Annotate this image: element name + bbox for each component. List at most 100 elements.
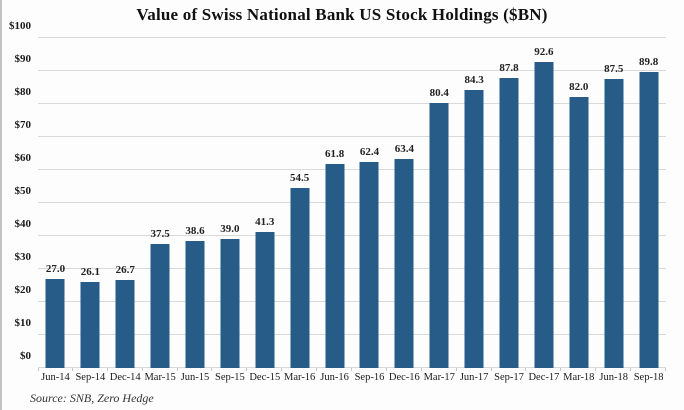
y-axis-tick-label: $80 (14, 86, 32, 98)
x-axis-tick-label: Mar-17 (423, 372, 455, 383)
bar-slot: 84.3 Jun-17 (457, 38, 492, 383)
bar-slot: 61.8 Jun-16 (317, 38, 353, 383)
x-axis-tick (176, 368, 178, 371)
gridline (38, 334, 666, 335)
x-axis-tick (281, 368, 283, 371)
bar (80, 281, 100, 368)
x-axis-tick-label: Sep-15 (215, 372, 245, 383)
bar (499, 78, 519, 368)
bar-value-label: 26.7 (115, 263, 135, 276)
bar-value-label: 87.5 (604, 63, 624, 76)
bar (255, 231, 275, 368)
gridline (38, 202, 666, 203)
bar (290, 188, 310, 368)
bar-value-label: 41.3 (255, 215, 275, 228)
bar-slot: 26.7 Dec-14 (108, 38, 143, 383)
x-axis-tick-label: Mar-18 (563, 372, 595, 383)
x-axis-tick (665, 368, 667, 371)
gridline (38, 37, 666, 38)
bar (45, 278, 65, 368)
x-axis-tick (525, 368, 527, 371)
gridline (38, 70, 666, 71)
bar-value-label: 87.8 (499, 62, 519, 75)
bar-value-label: 61.8 (324, 148, 345, 161)
bar-slot: 39.0 Sep-15 (212, 38, 248, 383)
y-axis-tick-label: $70 (14, 119, 32, 131)
x-axis-tick (316, 368, 318, 371)
x-axis-tick-label: Mar-16 (284, 372, 316, 383)
x-axis-tick (630, 368, 632, 371)
y-axis-tick-label: $0 (20, 350, 31, 362)
y-axis-tick-label: $40 (14, 218, 32, 230)
gridline (38, 235, 666, 236)
bar (220, 239, 240, 368)
x-axis-tick (595, 368, 597, 371)
x-axis-tick-label: Jun-15 (180, 372, 210, 383)
x-axis-tick-label: Jun-18 (599, 372, 628, 383)
gridline (38, 169, 666, 170)
bar-slot: 41.3 Dec-15 (247, 38, 283, 383)
gridline (38, 103, 666, 104)
x-axis-tick (71, 368, 73, 371)
source-note: Source: SNB, Zero Hedge (30, 391, 154, 405)
bar-slot: 62.4 Sep-16 (352, 38, 387, 383)
y-axis-tick-label: $60 (14, 152, 32, 164)
bar-slot: 54.5 Mar-16 (282, 38, 318, 383)
bar-slot: 89.8 Sep-18 (631, 38, 667, 383)
bar-value-label: 38.6 (185, 224, 205, 237)
bar-value-label: 84.3 (464, 73, 484, 86)
bar-value-label: 92.6 (534, 46, 554, 59)
x-axis-tick-label: Mar-15 (144, 372, 176, 383)
bar-value-label: 27.0 (45, 262, 66, 275)
y-axis-tick-label: $10 (14, 317, 32, 329)
bar-slot: 38.6 Jun-15 (178, 38, 213, 383)
chart-title: Value of Swiss National Bank US Stock Ho… (136, 5, 548, 24)
x-axis-tick (246, 368, 248, 371)
y-axis-tick-label: $90 (14, 53, 32, 65)
bars-layer: 27.0 Jun-14 26.1 Sep-14 26.7 Dec-14 37.5 Mar-15… (38, 38, 667, 383)
gridline (38, 268, 666, 269)
y-axis-tick-label: $20 (14, 284, 32, 296)
gridline (38, 301, 666, 302)
bar (185, 240, 205, 368)
bar (325, 164, 345, 368)
bar-slot: 63.4 Dec-16 (387, 38, 422, 383)
bar (359, 162, 379, 368)
bar (464, 89, 484, 368)
x-axis-tick-label: Jun-16 (320, 372, 349, 383)
x-axis-tick-label: Jun-14 (41, 372, 70, 383)
x-axis-tick-label: Sep-17 (494, 372, 524, 383)
x-axis-tick-label: Dec-16 (388, 372, 420, 383)
x-axis-tick-label: Dec-14 (109, 372, 141, 383)
bar-value-label: 54.5 (290, 172, 310, 185)
plot-area: $0 $10 $20 $30 $40 $50 $60 $70 $80 $90 $100 27.0 Ju… (9, 20, 667, 383)
y-axis-tick-label: $50 (14, 185, 32, 197)
x-axis-tick-label: Jun-17 (459, 372, 489, 383)
y-axis-tick-label: $30 (14, 251, 32, 263)
bar (604, 79, 624, 368)
bar-slot: 80.4 Mar-17 (422, 38, 457, 383)
bar-slot: 92.6 Dec-17 (526, 38, 562, 383)
gridline (38, 136, 666, 137)
bar-slot: 87.5 Jun-18 (596, 38, 632, 383)
bar-slot: 27.0 Jun-14 (38, 38, 73, 383)
bar-value-label: 39.0 (220, 223, 240, 236)
x-axis-tick (490, 368, 492, 371)
x-axis-tick-label: Sep-14 (75, 372, 106, 383)
x-axis-tick-label: Sep-16 (354, 372, 385, 383)
bar-slot: 26.1 Sep-14 (73, 38, 108, 383)
x-axis-tick (385, 368, 387, 371)
bar-value-label: 89.8 (638, 55, 659, 68)
bar-value-label: 26.1 (80, 265, 100, 278)
x-axis-tick-label: Dec-15 (249, 372, 281, 383)
x-axis-tick (211, 368, 213, 371)
bar (569, 97, 589, 368)
x-axis-tick (420, 368, 422, 371)
x-axis-tick (141, 368, 143, 371)
bar-slot: 87.8 Sep-17 (492, 38, 527, 383)
bar-value-label: 37.5 (150, 228, 170, 241)
bar (639, 71, 659, 368)
left-edge-artifact (0, 0, 2, 410)
x-axis-tick (455, 368, 457, 371)
